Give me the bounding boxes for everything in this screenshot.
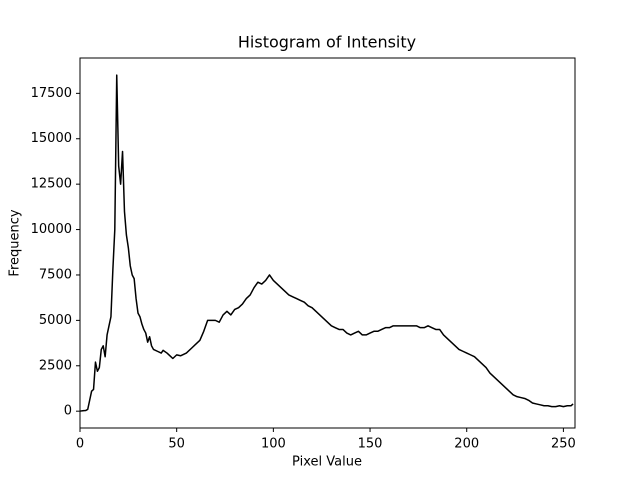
y-tick-label: 15000 [31,131,72,146]
data-line [79,74,574,412]
y-tick-label: 7500 [39,267,72,282]
y-tick-label: 2500 [39,358,72,373]
x-axis-label: Pixel Value [292,455,362,470]
x-tick-label: 150 [358,437,383,452]
y-axis-label: Frequency [8,209,23,276]
x-tick-label: 100 [261,437,286,452]
x-tick-label: 50 [168,437,185,452]
chart-title: Histogram of Intensity [238,33,416,52]
x-tick-label: 250 [551,437,576,452]
plot-frame [79,57,576,429]
y-tick-label: 0 [64,404,72,419]
x-tick-label: 0 [76,437,84,452]
y-tick-label: 5000 [39,313,72,328]
y-tick-label: 12500 [31,177,72,192]
x-tick-label: 200 [454,437,479,452]
y-tick-label: 10000 [31,222,72,237]
y-tick-label: 17500 [31,86,72,101]
